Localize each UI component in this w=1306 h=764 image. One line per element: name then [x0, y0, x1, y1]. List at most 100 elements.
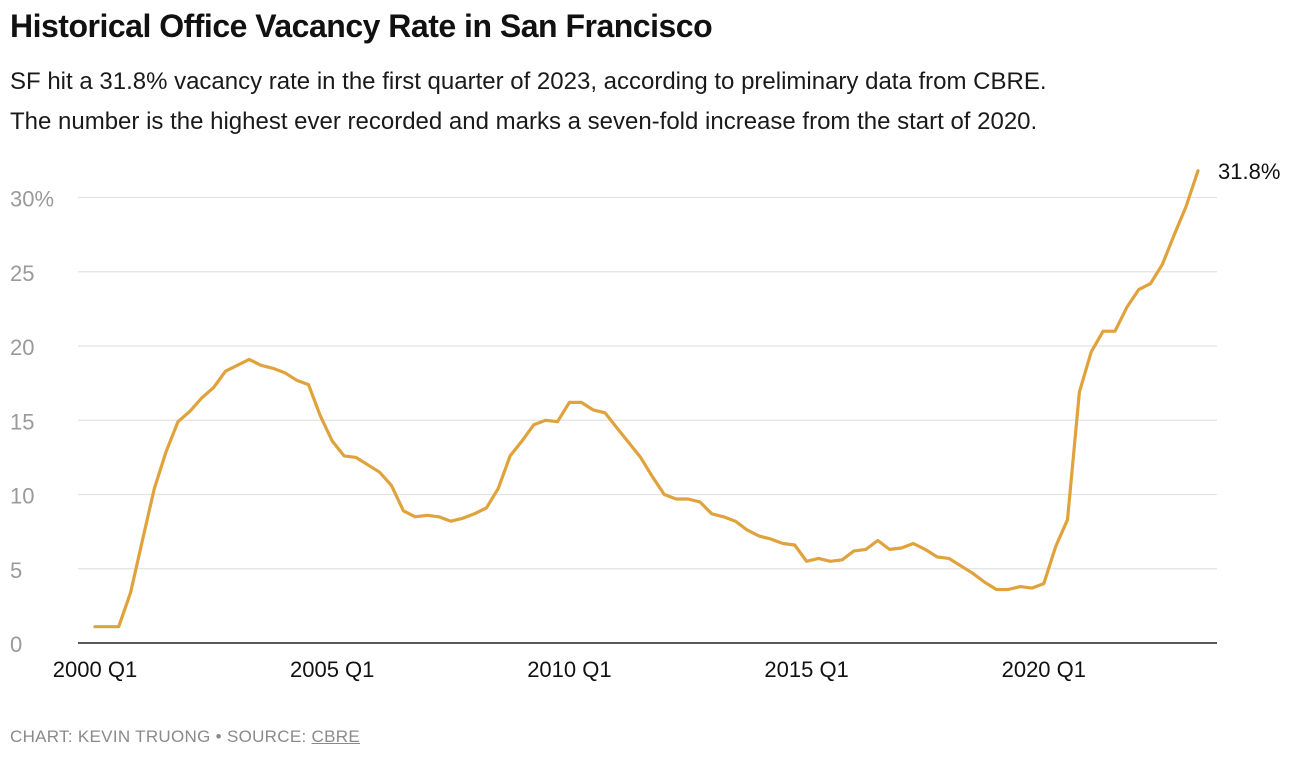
data-point-46 [639, 456, 642, 459]
data-point-49 [675, 497, 678, 500]
source-prefix: SOURCE: [226, 727, 307, 746]
data-point-53 [722, 515, 725, 518]
y-tick-label-30: 30% [10, 187, 54, 212]
data-point-61 [817, 557, 820, 560]
data-point-72 [947, 557, 950, 560]
data-point-78 [1019, 585, 1022, 588]
data-point-31 [461, 517, 464, 520]
x-tick-label-2010-q1: 2010 Q1 [527, 657, 611, 682]
data-point-39 [556, 420, 559, 423]
data-point-35 [509, 454, 512, 457]
data-point-23 [366, 463, 369, 466]
data-point-69 [912, 542, 915, 545]
data-point-18 [307, 383, 310, 386]
data-point-8 [188, 410, 191, 413]
data-point-9 [200, 396, 203, 399]
data-point-90 [1161, 263, 1164, 266]
data-point-79 [1030, 587, 1033, 590]
data-point-60 [805, 560, 808, 563]
y-tick-label-0: 0 [10, 632, 22, 657]
data-point-56 [758, 535, 761, 538]
data-point-74 [971, 572, 974, 575]
data-point-34 [497, 487, 500, 490]
data-point-62 [829, 560, 832, 563]
x-tick-label-2020-q1: 2020 Q1 [1002, 657, 1086, 682]
data-point-86 [1113, 330, 1116, 333]
data-point-22 [354, 456, 357, 459]
data-point-92 [1185, 205, 1188, 208]
data-point-80 [1042, 582, 1045, 585]
data-point-10 [212, 386, 215, 389]
data-point-20 [331, 439, 334, 442]
data-point-52 [710, 512, 713, 515]
x-tick-label-2005-q1: 2005 Q1 [290, 657, 374, 682]
data-point-36 [520, 439, 523, 442]
y-tick-label-15: 15 [10, 409, 34, 434]
data-point-13 [248, 358, 251, 361]
data-point-44 [615, 426, 618, 429]
data-point-59 [793, 543, 796, 546]
data-point-55 [746, 529, 749, 532]
chart-credit-footer: CHART: KEVIN TRUONG • SOURCE: CBRE [10, 727, 360, 747]
data-point-21 [343, 454, 346, 457]
data-point-30 [449, 520, 452, 523]
data-point-70 [924, 548, 927, 551]
data-point-65 [864, 548, 867, 551]
data-point-58 [781, 542, 784, 545]
data-point-51 [698, 500, 701, 503]
data-point-42 [592, 408, 595, 411]
chart-title: Historical Office Vacancy Rate in San Fr… [10, 8, 713, 44]
data-point-82 [1066, 518, 1069, 521]
x-tick-label-2000-q1: 2000 Q1 [53, 657, 137, 682]
data-point-81 [1054, 545, 1057, 548]
data-point-45 [627, 441, 630, 444]
y-tick-label-25: 25 [10, 261, 34, 286]
data-point-91 [1173, 233, 1176, 236]
vacancy-line-chart: 0 5 10 15 20 25 30% 2000 Q1 2005 Q1 2010 Q1 2015 Q… [10, 159, 1280, 682]
subtitle-line-1: SF hit a 31.8% vacancy rate in the first… [10, 68, 1047, 95]
data-point-1 [105, 625, 108, 628]
vacancy-rate-series-line [93, 169, 1200, 629]
data-point-75 [983, 581, 986, 584]
data-point-38 [544, 419, 547, 422]
subtitle-line-2: The number is the highest ever recorded … [10, 108, 1038, 135]
data-point-73 [959, 564, 962, 567]
data-point-66 [876, 539, 879, 542]
data-point-87 [1125, 306, 1128, 309]
data-point-6 [165, 450, 168, 453]
credit-separator: • [215, 727, 222, 746]
chart-credit: CHART: KEVIN TRUONG [10, 727, 211, 746]
data-point-43 [603, 411, 606, 414]
data-point-83 [1078, 390, 1081, 393]
data-point-47 [651, 475, 654, 478]
data-point-7 [176, 420, 179, 423]
data-point-89 [1149, 282, 1152, 285]
data-point-64 [852, 549, 855, 552]
data-point-14 [259, 364, 262, 367]
data-point-2 [117, 625, 120, 628]
data-point-25 [390, 484, 393, 487]
data-point-85 [1102, 330, 1105, 333]
data-point-57 [769, 538, 772, 541]
data-point-17 [295, 379, 298, 382]
source-link[interactable]: CBRE [311, 727, 360, 746]
data-point-88 [1137, 288, 1140, 291]
data-point-24 [378, 471, 381, 474]
data-point-84 [1090, 350, 1093, 353]
chart-subtitle: SF hit a 31.8% vacancy rate in the first… [10, 62, 1300, 142]
data-point-50 [686, 497, 689, 500]
data-point-29 [437, 515, 440, 518]
data-point-28 [426, 514, 429, 517]
data-point-71 [936, 555, 939, 558]
data-point-27 [414, 515, 417, 518]
data-point-93 [1196, 169, 1199, 172]
data-point-40 [568, 401, 571, 404]
data-point-67 [888, 548, 891, 551]
data-point-63 [841, 558, 844, 561]
data-point-68 [900, 546, 903, 549]
data-point-77 [1007, 588, 1010, 591]
data-point-12 [236, 364, 239, 367]
data-point-33 [485, 506, 488, 509]
data-point-3 [129, 591, 132, 594]
data-point-32 [473, 512, 476, 515]
